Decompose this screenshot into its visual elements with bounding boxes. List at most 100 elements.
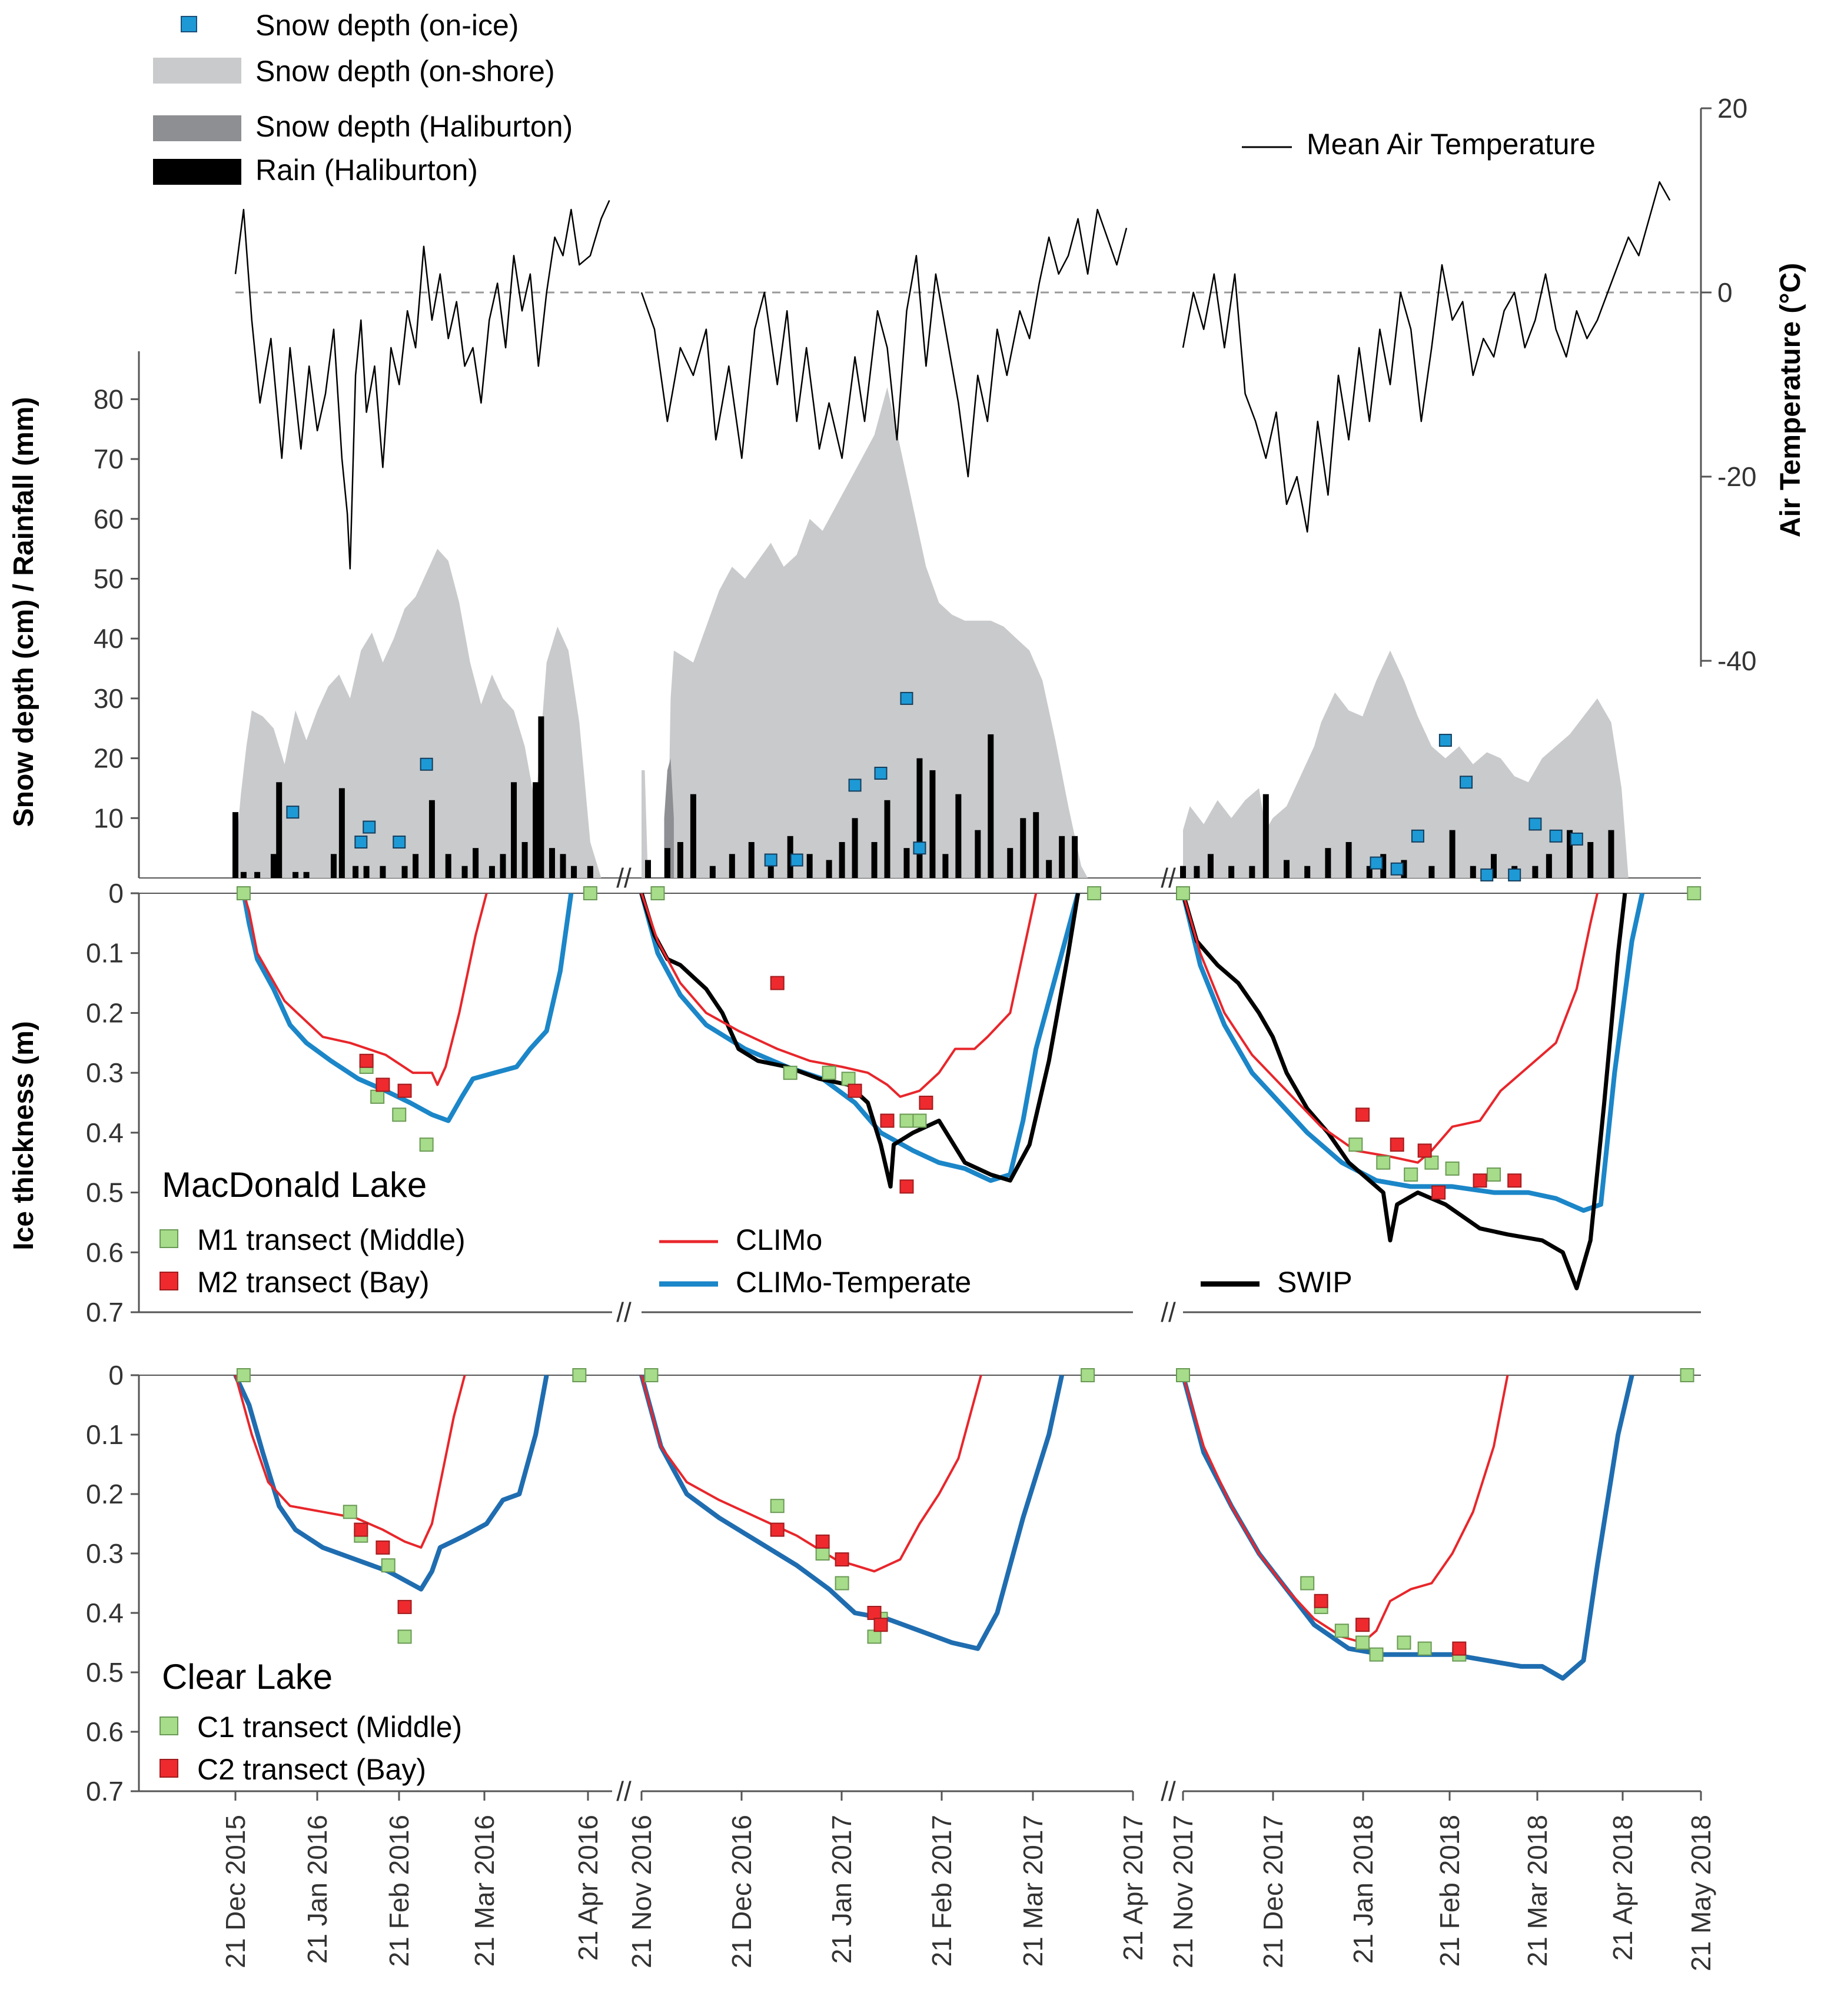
rain-bar bbox=[521, 841, 528, 878]
axis-break-mark: // bbox=[616, 1776, 632, 1807]
ice-tick-label: 0.2 bbox=[86, 997, 124, 1028]
c2-transect-point bbox=[770, 1522, 785, 1537]
x-tick-label: 21 Feb 2017 bbox=[926, 1815, 957, 1967]
m2-transect-point bbox=[1355, 1107, 1370, 1122]
m2-transect-point bbox=[1431, 1185, 1446, 1200]
m2-transect-point bbox=[1417, 1143, 1432, 1158]
rain-bar bbox=[1587, 841, 1594, 878]
rain-bar bbox=[533, 782, 539, 878]
snow-tick-label: 40 bbox=[94, 623, 124, 654]
rain-bar bbox=[1180, 866, 1186, 878]
m1-transect-point bbox=[236, 886, 251, 900]
snow-on-ice-point bbox=[1480, 868, 1494, 881]
rain-bar bbox=[538, 716, 544, 878]
m1-transect-point bbox=[1087, 886, 1102, 900]
rain-bar bbox=[839, 841, 845, 878]
c2-transect-point bbox=[397, 1599, 412, 1614]
rain-bar bbox=[955, 794, 962, 878]
snow-on-ice-point bbox=[363, 820, 376, 834]
rain-bar bbox=[270, 854, 277, 878]
rain-bar bbox=[413, 854, 419, 878]
c1-transect-point bbox=[1369, 1647, 1384, 1662]
snow-on-ice-point bbox=[354, 835, 368, 849]
climo-temperate-line-clear bbox=[233, 1374, 549, 1592]
ice-tick-label: 0.4 bbox=[86, 1598, 124, 1628]
legend-label-climo-temperate: CLIMo-Temperate bbox=[736, 1266, 971, 1299]
legend-label-climo: CLIMo bbox=[736, 1223, 822, 1256]
ice-tick-label: 0.3 bbox=[86, 1057, 124, 1088]
snow-on-ice-point bbox=[393, 835, 406, 849]
ice-tick-label: 0.3 bbox=[86, 1538, 124, 1569]
legend-swatch-c1 bbox=[159, 1716, 178, 1735]
climo-temperate-line-macdonald bbox=[1181, 893, 1645, 1213]
m1-transect-point bbox=[822, 1066, 836, 1080]
rain-bar bbox=[1546, 854, 1552, 878]
x-tick-label: 21 Feb 2016 bbox=[384, 1815, 414, 1967]
climo-line-macdonald bbox=[1182, 893, 1599, 1164]
m2-transect-point bbox=[919, 1096, 933, 1110]
rain-bar bbox=[240, 871, 247, 878]
climo-line-macdonald bbox=[242, 893, 488, 1086]
rain-bar bbox=[1207, 854, 1214, 878]
air-temperature-line bbox=[1182, 181, 1671, 533]
c1-transect-point bbox=[867, 1629, 882, 1644]
rain-bar bbox=[1380, 854, 1387, 878]
air-temperature-layer bbox=[234, 181, 1671, 570]
rain-bar bbox=[489, 866, 495, 878]
rain-bar bbox=[1059, 836, 1065, 878]
c2-transect-point bbox=[815, 1534, 830, 1549]
x-tick-label: 21 Nov 2016 bbox=[626, 1815, 657, 1968]
snow-on-ice-point bbox=[1460, 776, 1473, 789]
m1-transect-point bbox=[419, 1137, 434, 1152]
rain-bar bbox=[549, 848, 555, 878]
rain-bar bbox=[852, 818, 858, 878]
rain-bar bbox=[975, 830, 981, 878]
m2-transect-point bbox=[880, 1113, 895, 1128]
rain-bar bbox=[677, 841, 683, 878]
rain-bar bbox=[1491, 854, 1497, 878]
rain-bar bbox=[942, 854, 949, 878]
c1-transect-point bbox=[1397, 1635, 1411, 1650]
rain-bar bbox=[767, 866, 774, 878]
c2-transect-point bbox=[835, 1552, 849, 1567]
climo-temperate-line-clear bbox=[1181, 1374, 1634, 1681]
rain-bar bbox=[587, 866, 593, 878]
x-tick-label: 21 Nov 2017 bbox=[1168, 1815, 1198, 1968]
axes-layer: 20 0 -20 -40 80 70 60 50 40 30 20 10 0 0.1 0.2 0.3 0.4 0.… bbox=[86, 93, 1756, 1971]
m2-transect-point bbox=[1507, 1173, 1522, 1188]
snow-on-ice-point bbox=[1370, 856, 1383, 870]
axis-break-mark: // bbox=[616, 1297, 632, 1328]
climo-line-clear bbox=[234, 1375, 466, 1549]
rain-bar bbox=[929, 770, 936, 878]
x-tick-label: 21 Apr 2018 bbox=[1607, 1815, 1638, 1961]
rain-bar bbox=[709, 866, 716, 878]
m1-transect-point bbox=[1424, 1155, 1439, 1170]
swip-line-macdonald bbox=[639, 892, 1081, 1189]
rain-bar bbox=[884, 800, 890, 878]
m1-transect-point bbox=[1687, 886, 1702, 900]
m1-transect-point bbox=[841, 1072, 856, 1086]
rain-bar bbox=[1345, 841, 1352, 878]
air-temperature-line bbox=[640, 208, 1128, 478]
snow-tick-label: 10 bbox=[94, 803, 124, 833]
legend-label-m1: M1 transect (Middle) bbox=[197, 1223, 466, 1256]
m2-transect-point bbox=[1390, 1137, 1404, 1152]
ice-tick-label: 0.1 bbox=[86, 938, 124, 969]
c2-transect-point bbox=[1355, 1618, 1370, 1632]
rain-bar bbox=[644, 860, 651, 878]
rain-bar bbox=[1366, 866, 1373, 878]
legend-swatch-rain-haliburton bbox=[153, 159, 241, 185]
rain-bar bbox=[1020, 818, 1026, 878]
ice-tick-label: 0.6 bbox=[86, 1716, 124, 1747]
rain-bar bbox=[988, 734, 994, 878]
rain-bar bbox=[1532, 866, 1538, 878]
legend-label-snow-on-shore: Snow depth (on-shore) bbox=[255, 55, 555, 88]
snow-on-shore-area bbox=[1183, 650, 1629, 878]
c2-transect-point bbox=[354, 1522, 368, 1537]
x-tick-label: 21 Mar 2017 bbox=[1018, 1815, 1048, 1967]
rain-bar bbox=[380, 866, 386, 878]
x-tick-label: 21 Dec 2015 bbox=[220, 1815, 251, 1968]
axis-break-mark: // bbox=[1161, 1297, 1176, 1328]
snow-on-ice-point bbox=[286, 806, 300, 819]
snow-on-ice-point bbox=[874, 767, 888, 780]
